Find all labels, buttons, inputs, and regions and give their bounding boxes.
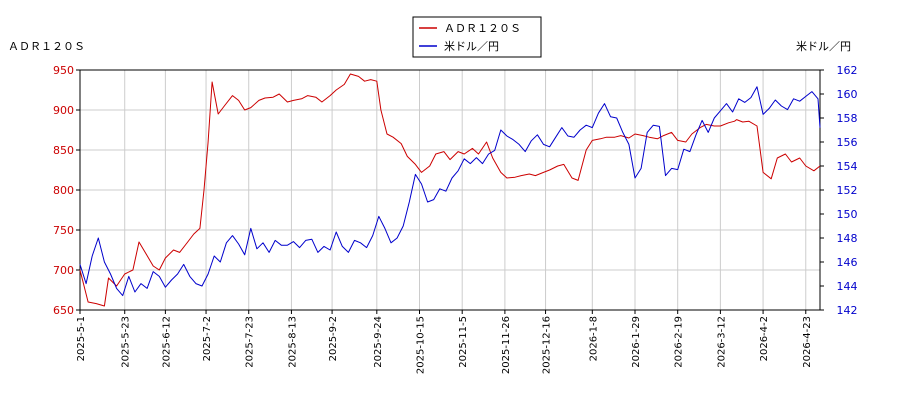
- grid-lines: [79, 69, 820, 311]
- legend-box: [412, 16, 542, 58]
- left-tick-label: 750: [53, 224, 74, 237]
- legend-label-adr: ＡＤＲ１２０Ｓ: [444, 22, 521, 35]
- left-axis: 650 700 750 800 850 900 950: [53, 64, 80, 317]
- x-tick-label: 2025-10-15: [416, 316, 427, 374]
- x-tick-label: 2025-12-16: [542, 316, 553, 374]
- left-tick-label: 800: [53, 184, 74, 197]
- x-tick-label: 2025-6-12: [161, 316, 172, 368]
- adr-series-line: [79, 73, 821, 307]
- left-tick-label: 850: [53, 144, 74, 157]
- usd-series-line: [79, 86, 821, 297]
- right-tick-label: 144: [837, 280, 858, 293]
- right-axis: 142 144 146 148 150 152 154 156 158 160 162: [820, 64, 858, 317]
- x-tick-label: 2026-4-2: [759, 316, 770, 361]
- x-tick-label: 2026-1-8: [588, 316, 599, 361]
- x-tick-label: 2026-2-19: [674, 316, 685, 368]
- right-tick-label: 148: [837, 232, 858, 245]
- series-layer: [79, 73, 821, 307]
- right-tick-label: 146: [837, 256, 858, 269]
- left-tick-label: 700: [53, 264, 74, 277]
- x-tick-label: 2025-9-2: [328, 316, 339, 361]
- x-tick-label: 2025-11-26: [501, 316, 512, 374]
- right-tick-label: 162: [837, 64, 858, 77]
- legend: ＡＤＲ１２０Ｓ 米ドル／円: [412, 16, 542, 58]
- left-axis-title: ＡＤＲ１２０Ｓ: [8, 40, 85, 53]
- legend-label-usd: 米ドル／円: [444, 40, 499, 53]
- right-tick-label: 154: [837, 160, 858, 173]
- x-tick-label: 2025-8-13: [287, 316, 298, 368]
- x-tick-label: 2026-4-23: [802, 316, 813, 368]
- x-tick-label: 2025-7-23: [245, 316, 256, 368]
- x-tick-label: 2025-5-1: [76, 316, 87, 361]
- x-tick-label: 2025-5-23: [121, 316, 132, 368]
- right-tick-label: 158: [837, 112, 858, 125]
- x-tick-label: 2025-11-5: [458, 316, 469, 368]
- right-tick-label: 152: [837, 184, 858, 197]
- left-tick-label: 650: [53, 304, 74, 317]
- x-tick-label: 2026-1-29: [631, 316, 642, 368]
- right-axis-title: 米ドル／円: [796, 40, 851, 53]
- right-tick-label: 150: [837, 208, 858, 221]
- right-tick-label: 156: [837, 136, 858, 149]
- left-tick-label: 900: [53, 104, 74, 117]
- right-tick-label: 160: [837, 88, 858, 101]
- right-tick-label: 142: [837, 304, 858, 317]
- left-tick-label: 950: [53, 64, 74, 77]
- x-axis: 2025-5-1 2025-5-23 2025-6-12 2025-7-2 2025-7…: [76, 310, 813, 374]
- x-tick-label: 2025-9-24: [373, 316, 384, 368]
- x-tick-label: 2025-7-2: [202, 316, 213, 361]
- x-tick-label: 2026-3-12: [716, 316, 727, 368]
